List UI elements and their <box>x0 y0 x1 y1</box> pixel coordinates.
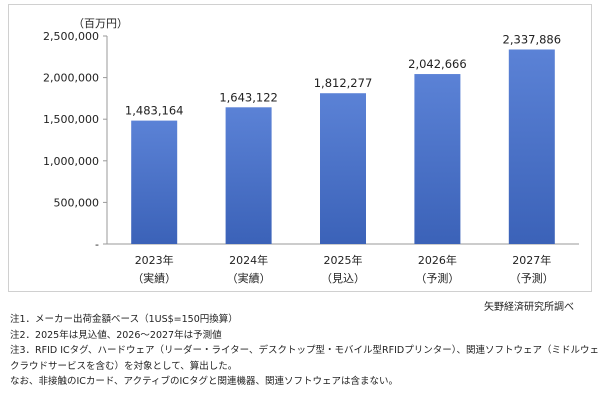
bar <box>414 74 461 244</box>
axis-layer: - 500,000 1,000,000 1,500,000 2,000,000 2,500… <box>43 30 579 251</box>
y-tick-label: - <box>95 238 99 251</box>
bars-layer <box>131 49 555 244</box>
x-category-sublabel: （実績） <box>132 271 176 285</box>
y-tick-label: 2,000,000 <box>43 72 99 85</box>
x-category-sublabel: （予測） <box>510 271 554 285</box>
chart-frame: （百万円） - 500,000 1,000,000 1,500,000 2,000,00… <box>8 4 592 292</box>
notes-block: 注1．メーカー出荷金額ベース（1US$=150円換算） 注2．2025年は見込値… <box>10 312 600 390</box>
bar <box>320 93 366 244</box>
bar-value-label: 1,812,277 <box>314 76 373 90</box>
source-note: 矢野経済研究所調べ <box>484 302 574 313</box>
bar-value-label: 1,643,122 <box>219 90 278 104</box>
x-category-sublabel: （見込） <box>321 272 365 285</box>
bar <box>131 120 178 244</box>
bar <box>225 107 272 244</box>
note-1: 注1．メーカー出荷金額ベース（1US$=150円換算） <box>10 314 238 325</box>
y-tick-label: 2,500,000 <box>43 30 99 43</box>
x-category-sublabel: （実績） <box>227 271 271 285</box>
x-category-sublabel: （予測） <box>415 271 459 285</box>
note-2: 注2．2025年は見込値、2026～2027年は予測値 <box>10 329 222 341</box>
bar-value-label: 1,483,164 <box>125 104 184 118</box>
note-3: 注3．RFID ICタグ、ハードウェア（リーダー・ライター、デスクトップ型・モバ… <box>10 345 600 356</box>
labels-layer: 1,483,164 2023年 （実績） 1,643,122 2024年 （実績） 1,81… <box>125 32 561 285</box>
bar-chart: - 500,000 1,000,000 1,500,000 2,000,000 2,500… <box>43 30 579 285</box>
unit-label: （百万円） <box>73 17 128 30</box>
y-tick-label: 1,000,000 <box>43 155 99 168</box>
x-category-label: 2025年 <box>324 253 363 267</box>
x-category-label: 2027年 <box>512 253 551 267</box>
bar-value-label: 2,042,666 <box>408 57 467 71</box>
y-tick-label: 500,000 <box>54 196 100 209</box>
x-category-label: 2026年 <box>418 253 457 267</box>
x-category-label: 2023年 <box>135 253 174 267</box>
note-4: なお、非接触のICカード、アクティブのICタグと関連機器、関連ソフトウェアは含ま… <box>10 376 398 387</box>
bar-value-label: 2,337,886 <box>503 32 562 46</box>
y-tick-label: 1,500,000 <box>43 113 99 126</box>
note-3-continued: クラウドサービスを含む）を対象として、算出した。 <box>10 360 238 372</box>
x-category-label: 2024年 <box>229 253 268 267</box>
bar <box>508 49 555 244</box>
